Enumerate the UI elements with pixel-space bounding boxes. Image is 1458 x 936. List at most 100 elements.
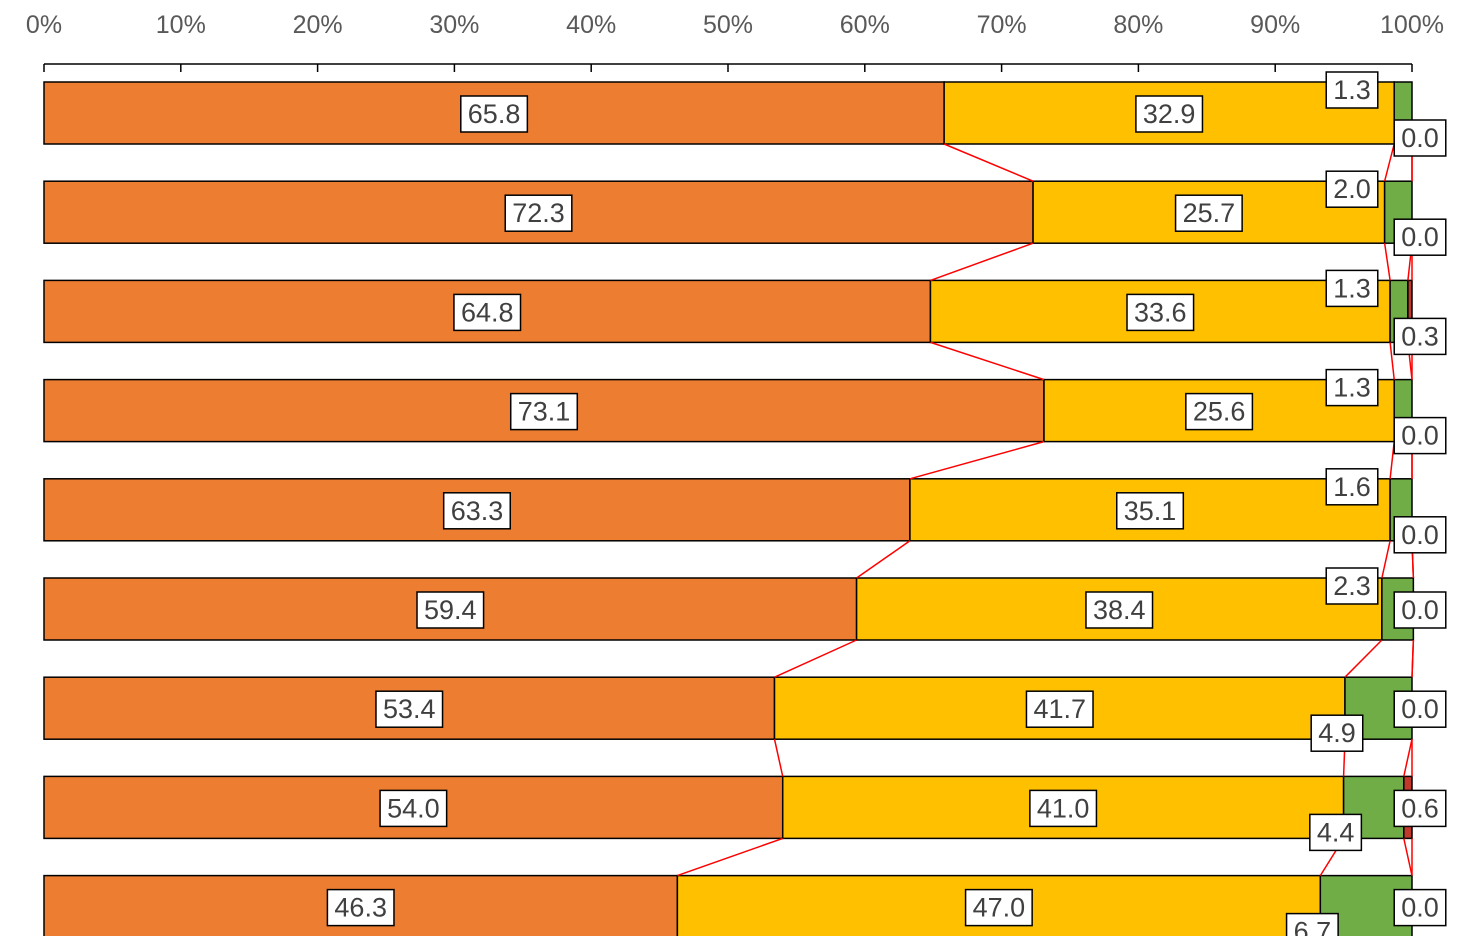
data-label-box: [964, 888, 1033, 927]
data-label: 0.0: [1393, 218, 1447, 256]
series-line: [909, 440, 1045, 480]
series-line: [856, 540, 911, 579]
data-label-box: [509, 392, 579, 431]
data-label: 0.6: [1393, 789, 1447, 828]
data-label: 65.8: [460, 95, 529, 133]
data-label-box: [442, 492, 512, 530]
data-label-text: 0.0: [1401, 694, 1439, 724]
series-line: [1383, 243, 1391, 281]
data-label: 1.6: [1325, 468, 1379, 506]
data-label-box: [379, 789, 448, 828]
x-tick-label: 70%: [977, 11, 1027, 39]
data-label-box: [453, 293, 522, 332]
data-label-box: [1393, 690, 1447, 728]
series-line: [1403, 739, 1413, 777]
data-label-box: [1393, 317, 1447, 356]
data-label-text: 25.7: [1183, 198, 1236, 228]
x-axis: 0% 10% 20% 30% 40% 50% 60% 70% 80% 90% 100%: [26, 11, 1444, 72]
data-label-box: [1325, 368, 1379, 407]
series-line: [930, 242, 1034, 282]
data-label-text: 1.3: [1333, 273, 1371, 303]
data-label-text: 0.0: [1401, 222, 1439, 252]
series-line: [1344, 639, 1383, 678]
data-label-box: [1029, 789, 1098, 828]
data-label-text: 63.3: [451, 496, 504, 526]
data-label-text: 6.7: [1294, 917, 1332, 936]
data-label-box: [1025, 690, 1094, 728]
data-label: 0.0: [1393, 690, 1447, 728]
data-label-box: [1126, 293, 1195, 332]
data-label: 0.3: [1393, 317, 1447, 356]
data-label-box: [1393, 516, 1447, 554]
series-line: [1389, 342, 1395, 380]
data-label-box: [1393, 218, 1447, 256]
data-label-box: [1393, 888, 1447, 927]
x-tick-label: 100%: [1380, 11, 1444, 39]
series-line: [677, 837, 783, 877]
data-label-box: [1174, 194, 1243, 232]
data-label-text: 41.0: [1037, 793, 1090, 823]
x-tick-label: 0%: [26, 11, 62, 39]
data-label-box: [460, 95, 529, 133]
data-label: 0.0: [1393, 416, 1447, 455]
data-label-text: 0.6: [1401, 793, 1439, 823]
data-label-text: 4.9: [1318, 718, 1356, 748]
series-line: [1403, 838, 1413, 876]
x-tick-label: 80%: [1113, 11, 1163, 39]
data-label: 4.9: [1310, 714, 1364, 752]
x-tick-label: 50%: [703, 11, 753, 39]
data-label-text: 2.3: [1333, 571, 1371, 601]
x-tick-label: 90%: [1250, 11, 1300, 39]
data-label-text: 25.6: [1193, 397, 1246, 427]
data-label: 0.0: [1393, 591, 1447, 629]
data-label-box: [1325, 170, 1379, 208]
data-label-text: 73.1: [518, 397, 571, 427]
data-label-box: [1393, 591, 1447, 629]
data-label-text: 0.0: [1401, 520, 1439, 550]
data-label-text: 46.3: [334, 893, 387, 923]
data-label-box: [1085, 591, 1154, 629]
data-label: 35.1: [1115, 492, 1185, 530]
data-label-box: [1325, 269, 1379, 308]
data-label: 33.6: [1126, 293, 1195, 332]
data-label-box: [1393, 789, 1447, 828]
data-label: 63.3: [442, 492, 512, 530]
bar-segment: [909, 478, 1391, 542]
series-line: [1411, 639, 1415, 678]
data-label-box: [1325, 567, 1379, 605]
series-lines: [677, 143, 1415, 877]
data-label-text: 53.4: [383, 694, 436, 724]
data-label: 0.0: [1393, 888, 1447, 927]
data-label: 0.0: [1393, 516, 1447, 554]
data-label-text: 4.4: [1317, 817, 1355, 847]
data-label-text: 59.4: [424, 595, 477, 625]
data-label-box: [416, 591, 485, 629]
data-label-text: 41.7: [1033, 694, 1086, 724]
x-tick-label: 40%: [566, 11, 616, 39]
x-tick-label: 30%: [429, 11, 479, 39]
data-label: 38.4: [1085, 591, 1154, 629]
series-line: [1381, 540, 1391, 579]
data-label-box: [1325, 468, 1379, 506]
data-label: 47.0: [964, 888, 1033, 927]
data-label-text: 1.3: [1333, 373, 1371, 403]
data-label-box: [1135, 95, 1204, 133]
data-label-box: [1285, 912, 1339, 936]
data-label: 1.3: [1325, 368, 1379, 407]
data-label-box: [1115, 492, 1185, 530]
data-label-box: [1325, 71, 1379, 109]
data-label: 25.6: [1185, 392, 1254, 431]
data-label-box: [1185, 392, 1254, 431]
data-label: 0.0: [1393, 119, 1447, 157]
data-label-box: [1310, 714, 1364, 752]
data-label: 2.3: [1325, 567, 1379, 605]
data-label-box: [504, 194, 573, 232]
x-tick-label: 20%: [293, 11, 343, 39]
data-label: 2.0: [1325, 170, 1379, 208]
data-label: 41.7: [1025, 690, 1094, 728]
data-label-text: 0.0: [1401, 123, 1439, 153]
series-line: [943, 143, 1034, 182]
data-label-text: 0.0: [1401, 893, 1439, 923]
data-label-box: [1309, 813, 1363, 852]
data-label-text: 64.8: [461, 297, 514, 327]
